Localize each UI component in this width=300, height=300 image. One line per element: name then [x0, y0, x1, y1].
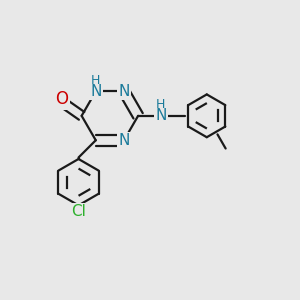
- Text: N: N: [155, 108, 166, 123]
- Text: N: N: [118, 133, 130, 148]
- Text: H: H: [91, 74, 100, 87]
- Text: Cl: Cl: [71, 204, 86, 219]
- Text: H: H: [156, 98, 165, 111]
- Text: O: O: [55, 91, 68, 109]
- Text: N: N: [90, 84, 101, 99]
- Text: N: N: [118, 84, 130, 99]
